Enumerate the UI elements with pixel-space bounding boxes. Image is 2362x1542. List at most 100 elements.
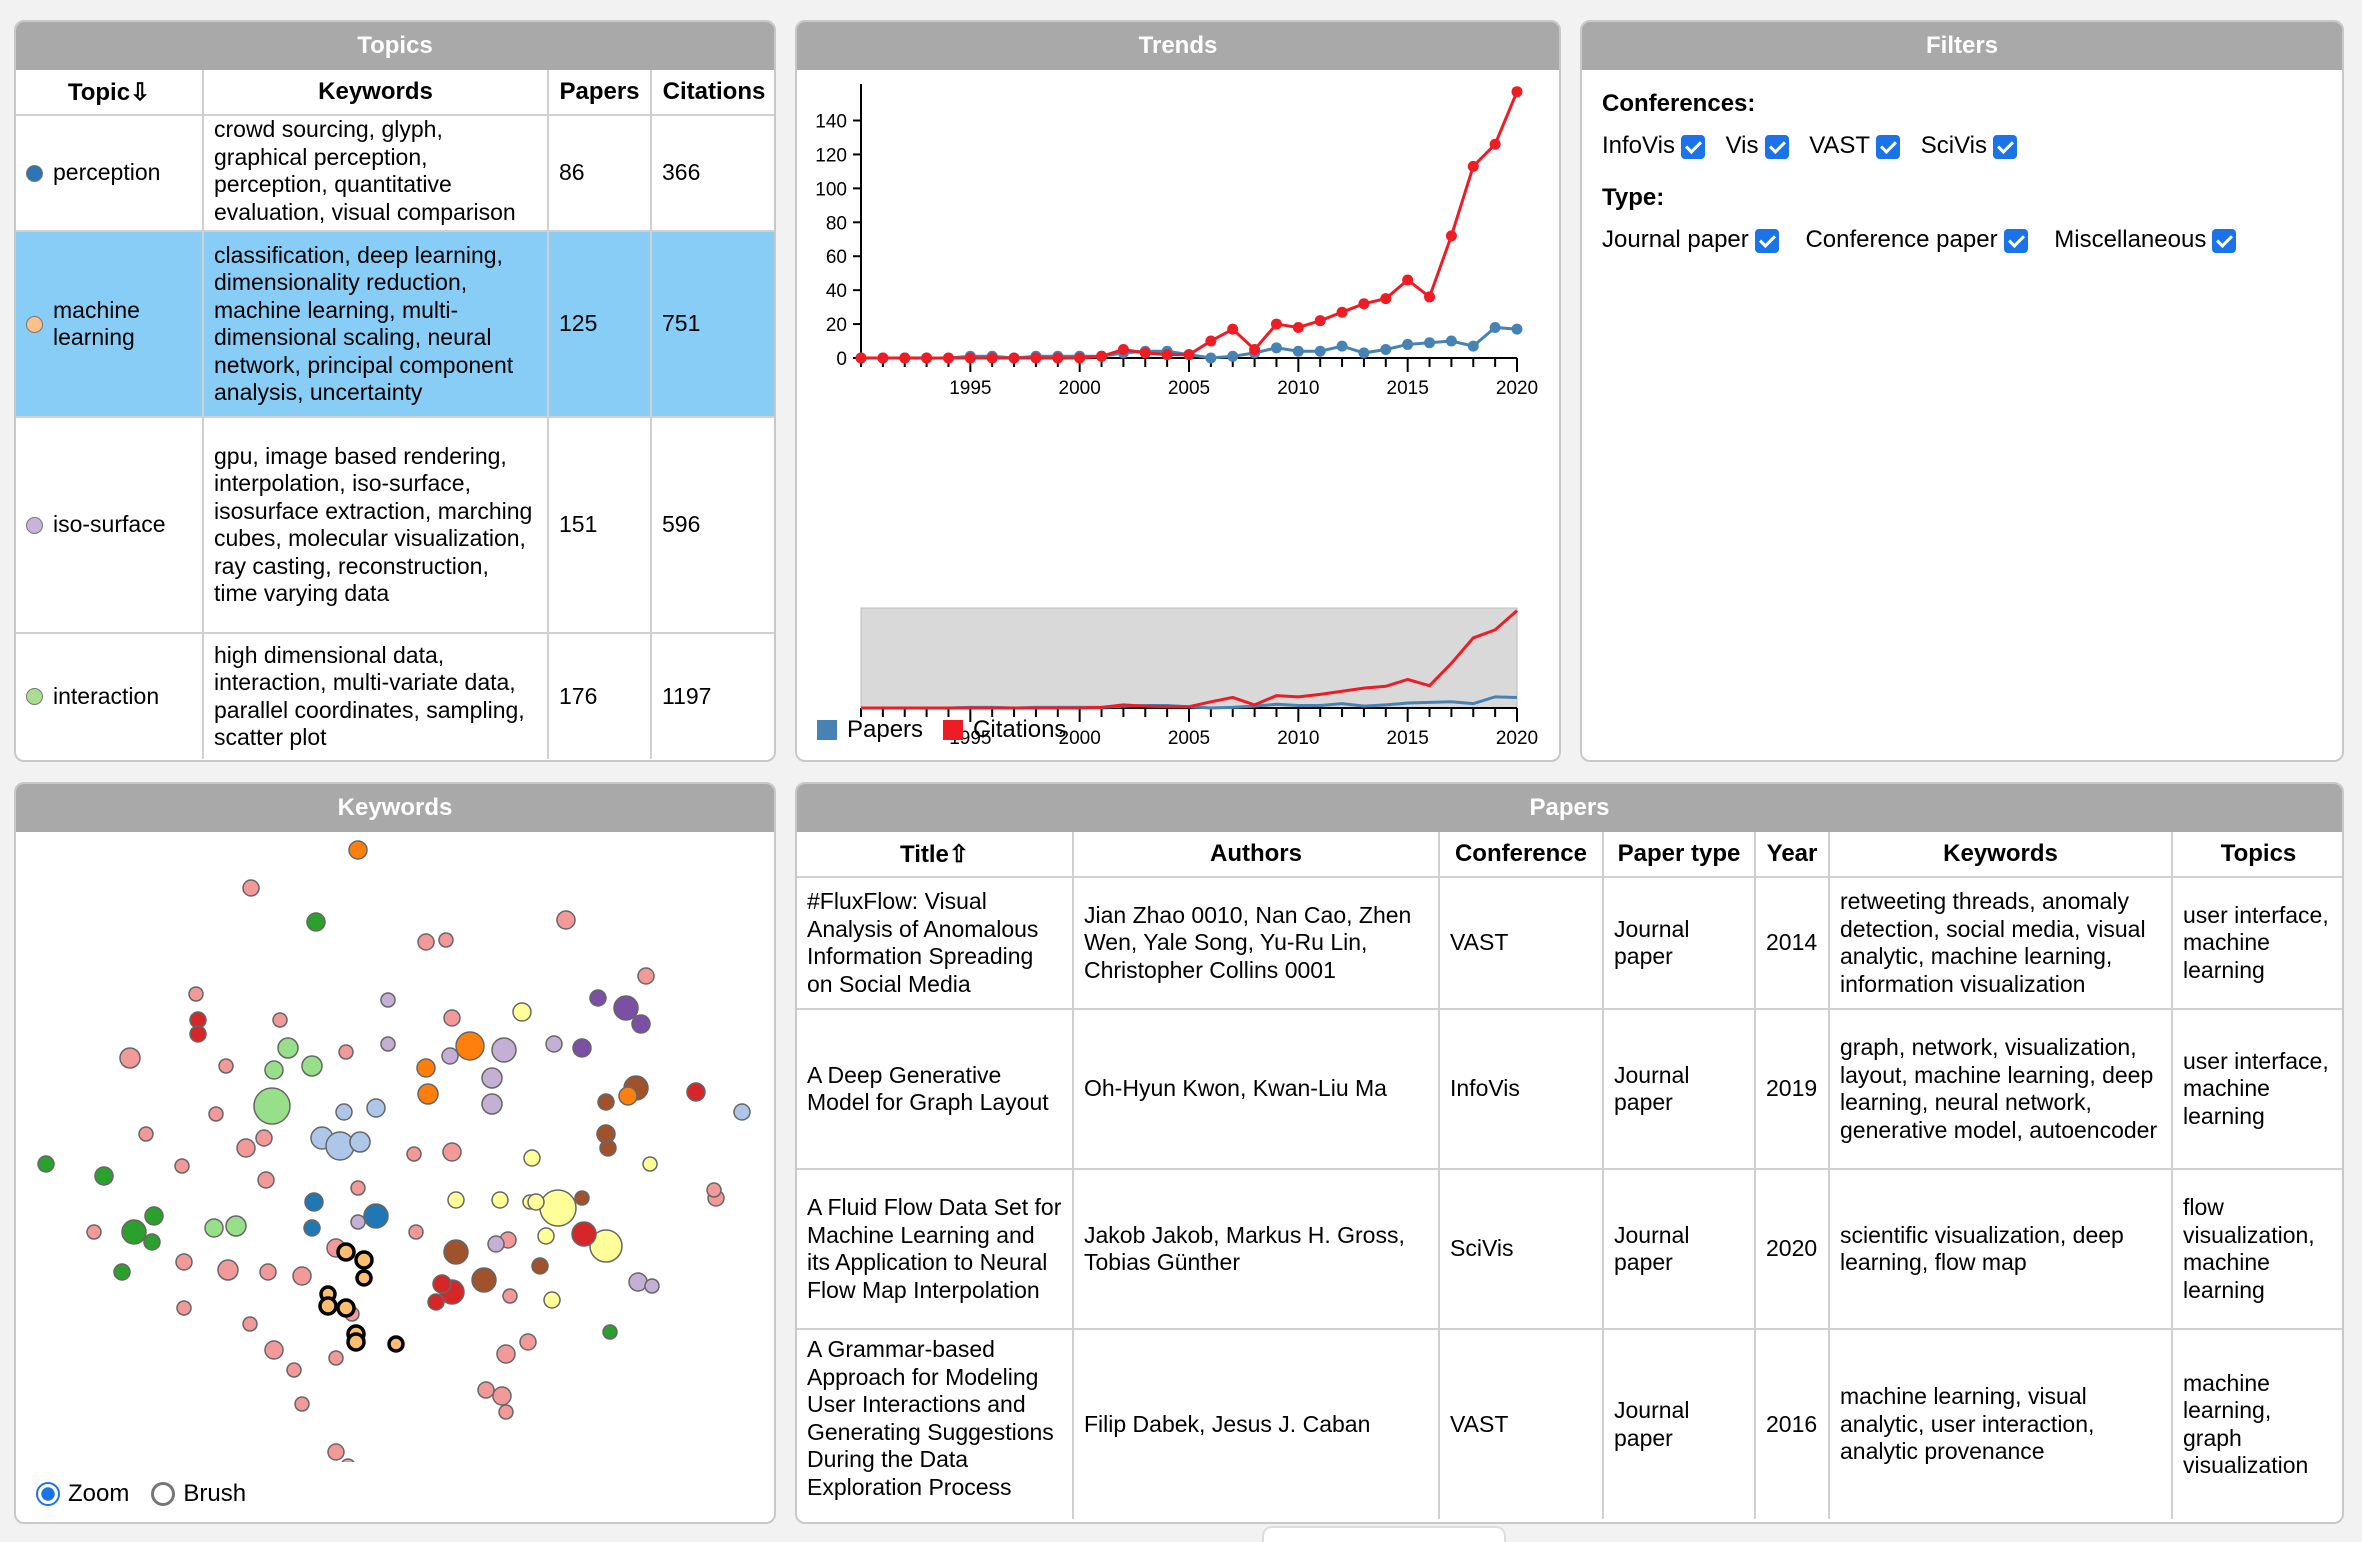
keyword-bubble[interactable]	[406, 1146, 422, 1162]
keyword-bubble[interactable]	[255, 1129, 273, 1147]
column-header-year[interactable]: Year	[1754, 832, 1830, 878]
keyword-bubble[interactable]	[574, 1190, 590, 1206]
keyword-bubble[interactable]	[121, 1219, 147, 1245]
column-header-title[interactable]: Title⇧	[797, 832, 1074, 878]
paper-row[interactable]: A Deep Generative Model for Graph Layout…	[797, 1008, 2342, 1170]
bottom-scroll-handle[interactable]	[1262, 1526, 1506, 1542]
brush-selection[interactable]	[860, 607, 1518, 709]
keyword-bubble[interactable]	[208, 1106, 224, 1122]
column-header-topics[interactable]: Topics	[2171, 832, 2342, 878]
keyword-bubble[interactable]	[225, 1215, 247, 1237]
paper-row[interactable]: #FluxFlow: Visual Analysis of Anomalous …	[797, 876, 2342, 1010]
keyword-bubble[interactable]	[119, 1047, 141, 1069]
keyword-bubble[interactable]	[733, 1103, 751, 1121]
keyword-bubble[interactable]	[417, 933, 435, 951]
keyword-bubble[interactable]	[408, 1224, 424, 1240]
keyword-bubble[interactable]	[380, 992, 396, 1008]
type-checkbox-conference[interactable]	[2003, 228, 2028, 253]
column-header-papers[interactable]: Papers	[547, 70, 652, 116]
keyword-bubble[interactable]	[301, 1055, 323, 1077]
keyword-bubble[interactable]	[589, 1229, 623, 1263]
keyword-bubble[interactable]	[443, 1239, 469, 1265]
conference-checkbox-vast[interactable]	[1876, 134, 1901, 159]
keyword-bubble[interactable]	[481, 1067, 503, 1089]
keyword-bubble[interactable]	[380, 1036, 396, 1052]
keyword-bubble[interactable]	[519, 1333, 537, 1351]
keyword-bubble[interactable]	[349, 1131, 371, 1153]
keyword-bubble[interactable]	[706, 1182, 722, 1198]
keyword-bubble[interactable]	[218, 1058, 234, 1074]
keyword-bubble[interactable]	[545, 1035, 563, 1053]
keyword-bubble-selected[interactable]	[354, 1250, 374, 1270]
keyword-bubble[interactable]	[363, 1203, 389, 1229]
keyword-bubble[interactable]	[556, 910, 576, 930]
keyword-bubble[interactable]	[264, 1340, 284, 1360]
keyword-bubble[interactable]	[304, 1192, 324, 1212]
column-header-conference[interactable]: Conference	[1438, 832, 1604, 878]
keyword-bubble[interactable]	[571, 1221, 597, 1247]
keyword-bubble[interactable]	[37, 1155, 55, 1173]
keyword-bubble[interactable]	[491, 1191, 509, 1209]
keyword-bubble[interactable]	[487, 1235, 505, 1253]
keyword-bubble[interactable]	[599, 1139, 617, 1157]
keyword-bubble[interactable]	[432, 1274, 452, 1294]
keyword-bubble[interactable]	[286, 1362, 302, 1378]
keyword-bubble[interactable]	[543, 1291, 561, 1309]
keyword-bubble[interactable]	[217, 1259, 239, 1281]
keyword-bubble[interactable]	[455, 1031, 485, 1061]
keyword-bubble[interactable]	[613, 995, 639, 1021]
keyword-bubble[interactable]	[442, 1142, 462, 1162]
keyword-bubble[interactable]	[189, 1025, 207, 1043]
keyword-bubble[interactable]	[631, 1014, 651, 1034]
keyword-bubble-selected[interactable]	[318, 1296, 338, 1316]
keyword-bubble[interactable]	[242, 1316, 258, 1332]
keyword-bubble[interactable]	[277, 1037, 299, 1059]
brush-radio[interactable]	[151, 1482, 176, 1506]
column-header-keywords[interactable]: Keywords	[202, 70, 549, 116]
keyword-bubble-selected[interactable]	[336, 1298, 356, 1318]
keyword-bubble[interactable]	[644, 1278, 660, 1294]
column-header-keywords[interactable]: Keywords	[1828, 832, 2173, 878]
keyword-bubble[interactable]	[491, 1037, 517, 1063]
keyword-bubble-selected[interactable]	[355, 1269, 373, 1287]
keyword-bubble[interactable]	[335, 1103, 353, 1121]
keyword-bubble[interactable]	[272, 1012, 288, 1028]
keyword-bubble[interactable]	[416, 1058, 436, 1078]
keyword-bubble[interactable]	[438, 932, 454, 948]
type-checkbox-misc[interactable]	[2212, 228, 2237, 253]
keyword-bubble[interactable]	[350, 1180, 366, 1196]
keyword-bubble[interactable]	[242, 879, 260, 897]
conference-checkbox-infovis[interactable]	[1680, 134, 1705, 159]
topic-row[interactable]: perception crowd sourcing, glyph, graphi…	[16, 114, 774, 232]
keyword-bubble[interactable]	[539, 1189, 577, 1227]
keyword-bubble[interactable]	[597, 1093, 615, 1111]
paper-row[interactable]: A Grammar-based Approach for Modeling Us…	[797, 1328, 2342, 1519]
keyword-bubble-map[interactable]	[16, 832, 774, 1462]
column-header-topic[interactable]: Topic⇩	[16, 70, 204, 116]
zoom-radio[interactable]	[36, 1482, 60, 1506]
topic-row[interactable]: interaction high dimensional data, inter…	[16, 632, 774, 759]
keyword-bubble[interactable]	[481, 1093, 503, 1115]
keyword-bubble-selected[interactable]	[336, 1242, 356, 1262]
keyword-bubble[interactable]	[502, 1288, 518, 1304]
keyword-bubble[interactable]	[589, 989, 607, 1007]
keyword-bubble[interactable]	[686, 1082, 706, 1102]
keyword-bubble[interactable]	[86, 1224, 102, 1240]
keyword-bubble[interactable]	[292, 1266, 312, 1286]
keyword-bubble[interactable]	[496, 1344, 516, 1364]
keyword-bubble[interactable]	[523, 1149, 541, 1167]
keyword-bubble[interactable]	[204, 1218, 224, 1238]
keyword-bubble[interactable]	[366, 1098, 386, 1118]
topic-row-selected[interactable]: machine learning classification, deep le…	[16, 230, 774, 418]
keyword-bubble[interactable]	[176, 1300, 192, 1316]
column-header-authors[interactable]: Authors	[1072, 832, 1440, 878]
keyword-bubble[interactable]	[253, 1087, 291, 1125]
keyword-bubble[interactable]	[417, 1083, 439, 1105]
keyword-bubble[interactable]	[447, 1191, 465, 1209]
paper-row[interactable]: A Fluid Flow Data Set for Machine Learni…	[797, 1168, 2342, 1330]
keyword-bubble[interactable]	[642, 1156, 658, 1172]
conference-checkbox-vis[interactable]	[1764, 134, 1789, 159]
keyword-bubble[interactable]	[338, 1044, 354, 1060]
keyword-bubble[interactable]	[236, 1138, 256, 1158]
keyword-bubble[interactable]	[471, 1267, 497, 1293]
